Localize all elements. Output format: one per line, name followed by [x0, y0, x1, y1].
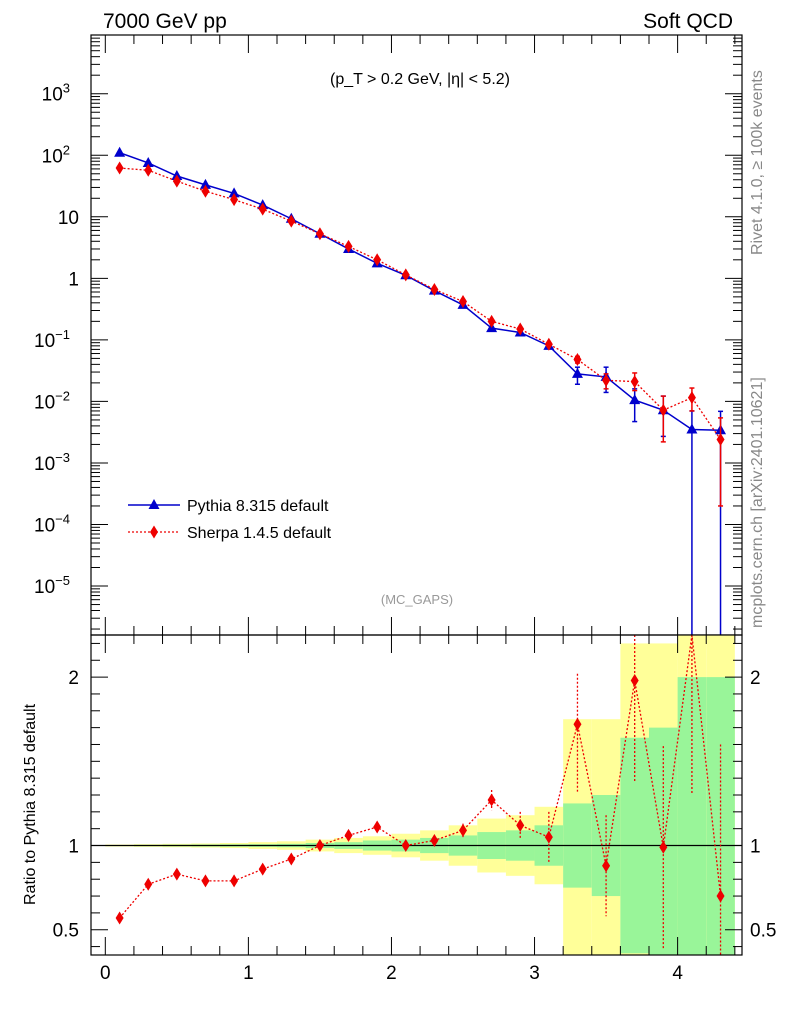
- sherpa-marker: [630, 375, 639, 389]
- sherpa-marker: [602, 373, 611, 387]
- cuts-label: (p_T > 0.2 GeV, |η| < 5.2): [330, 71, 510, 88]
- y-tick-label-main: 10−2: [34, 388, 70, 413]
- y-tick-label-main: 10: [58, 208, 79, 229]
- main-panel: 10−5 10−4 10−3 10−2 10−1 1 10 102 103 (p_T > 0.2…: [34, 34, 743, 636]
- ratio-marker: [573, 717, 582, 731]
- sherpa-marker: [230, 193, 239, 207]
- ratio-marker: [716, 889, 725, 903]
- legend-sherpa-marker: [150, 525, 158, 539]
- y-tick-label-main: 103: [42, 81, 70, 106]
- y-tick-label-main: 10−1: [34, 327, 70, 352]
- watermark: (MC_GAPS): [381, 592, 453, 607]
- ratio-marker: [516, 818, 525, 832]
- sherpa-marker: [344, 239, 353, 253]
- sherpa-marker: [573, 352, 582, 366]
- sherpa-marker: [430, 282, 439, 296]
- sherpa-marker: [516, 322, 525, 336]
- sherpa-line: [119, 167, 722, 440]
- ratio-marker: [344, 828, 353, 842]
- ratio-ylabel: Ratio to Pythia 8.315 default: [22, 703, 39, 905]
- pythia-marker: [629, 394, 641, 405]
- sherpa-marker: [287, 214, 296, 228]
- y-tick-label-main: 102: [42, 142, 70, 167]
- ratio-marker: [201, 874, 210, 888]
- ratio-marker: [115, 911, 124, 925]
- band-inner: [677, 677, 707, 955]
- main-frame: [90, 34, 743, 636]
- sherpa-marker: [687, 391, 696, 405]
- x-tick-label: 0: [100, 963, 111, 984]
- ratio-marker: [258, 862, 267, 876]
- ratio-marker: [373, 820, 382, 834]
- legend-pythia-marker: [148, 499, 160, 509]
- ratio-marker: [315, 839, 324, 853]
- sherpa-marker: [315, 227, 324, 241]
- ratio-marker: [172, 867, 181, 881]
- category-label: Soft QCD: [643, 10, 733, 33]
- pythia-marker: [114, 146, 126, 157]
- pythia-marker: [571, 367, 583, 378]
- ratio-panel: 0.5 0.5 1 1 2 2 0 1 2 3 4 Ratio to Pythia 8.315 de…: [22, 634, 776, 984]
- sherpa-marker: [144, 163, 153, 177]
- y-tick-label-main: 10−5: [34, 573, 70, 598]
- ratio-marker: [544, 830, 553, 844]
- ratio-marker: [630, 673, 639, 687]
- sherpa-marker: [659, 403, 668, 417]
- sherpa-marker: [544, 337, 553, 351]
- ratio-marker: [230, 874, 239, 888]
- y-tick-label-ratio-right: 2: [750, 668, 761, 689]
- pythia-marker: [199, 178, 211, 189]
- y-tick-label-ratio: 0.5: [53, 921, 79, 942]
- pythia-marker: [142, 156, 154, 167]
- side-label-bottom: mcplots.cern.ch [arXiv:2401.10621]: [749, 377, 766, 628]
- sherpa-marker: [487, 314, 496, 328]
- x-tick-label: 4: [672, 963, 683, 984]
- y-tick-label-main: 10−3: [34, 450, 70, 475]
- ratio-marker: [430, 833, 439, 847]
- ratio-marker: [602, 859, 611, 873]
- ratio-marker: [287, 852, 296, 866]
- y-tick-label-ratio: 1: [68, 837, 79, 858]
- legend-sherpa-label: Sherpa 1.4.5 default: [187, 525, 332, 542]
- sherpa-marker: [401, 268, 410, 282]
- pythia-line: [119, 152, 721, 431]
- x-tick-label: 1: [243, 963, 254, 984]
- sherpa-marker: [172, 174, 181, 188]
- sherpa-marker: [459, 295, 467, 309]
- y-tick-label-ratio: 2: [68, 668, 79, 689]
- pythia-marker: [228, 187, 240, 198]
- ratio-marker: [459, 823, 467, 837]
- sherpa-marker: [115, 161, 124, 175]
- sherpa-marker: [258, 202, 267, 216]
- legend-pythia-label: Pythia 8.315 default: [187, 498, 329, 515]
- x-tick-label: 3: [529, 963, 540, 984]
- sherpa-marker: [716, 433, 725, 447]
- ratio-marker: [659, 840, 668, 854]
- legend: Pythia 8.315 default Sherpa 1.4.5 defaul…: [128, 498, 332, 542]
- sherpa-marker: [201, 184, 210, 198]
- pythia-marker: [686, 423, 698, 434]
- y-tick-label-main: 10−4: [34, 511, 70, 536]
- ratio-marker: [487, 793, 496, 807]
- y-tick-label-main: 1: [68, 269, 79, 290]
- ratio-line: [119, 634, 722, 919]
- y-tick-label-ratio-right: 1: [750, 837, 761, 858]
- x-tick-label: 2: [386, 963, 397, 984]
- ratio-marker: [401, 839, 410, 853]
- side-label-top: Rivet 4.1.0, ≥ 100k events: [749, 70, 766, 255]
- sherpa-marker: [373, 253, 382, 267]
- energy-label: 7000 GeV pp: [103, 10, 227, 33]
- ratio-marker: [144, 877, 153, 891]
- y-tick-label-ratio-right: 0.5: [750, 921, 776, 942]
